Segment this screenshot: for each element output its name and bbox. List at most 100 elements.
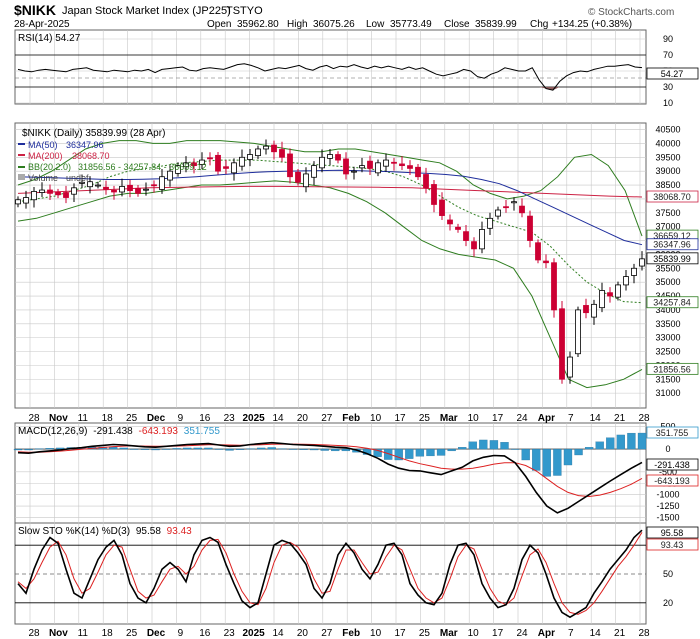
price-candle (463, 231, 469, 241)
x-tick-label: 11 (78, 628, 89, 639)
price-tag: 34257.84 (653, 298, 691, 308)
macd-histogram-bar (193, 447, 202, 450)
x-tick-label: 21 (614, 628, 626, 639)
macd-histogram-bar (309, 448, 319, 451)
macd-histogram-bar (510, 448, 520, 450)
price-candle (439, 199, 445, 216)
price-tag-box (646, 252, 699, 265)
price-candle (231, 162, 237, 174)
macd-hist-tag-box (646, 426, 699, 439)
x-tick-label: 27 (321, 628, 333, 639)
x-tick-label: 24 (516, 628, 528, 639)
x-tick-label: 14 (590, 413, 602, 424)
y-tick-label: 37000 (655, 222, 680, 232)
macd-value-tag-box (646, 458, 699, 471)
macd-histogram-bar (299, 448, 308, 450)
price-candle (631, 267, 637, 276)
price-candle (503, 206, 509, 209)
y-tick-label: 40500 (655, 125, 680, 135)
x-tick-label: 17 (492, 628, 504, 639)
x-tick-label: 25 (126, 413, 138, 424)
x-tick-label: 27 (321, 413, 333, 424)
bb-mid-line (17, 159, 643, 304)
price-candle (303, 173, 309, 188)
macd-panel (14, 422, 647, 524)
x-tick-label: 28 (638, 413, 650, 424)
y-tick-label: 38500 (655, 180, 680, 190)
price-candle (535, 242, 541, 261)
price-candle (399, 163, 405, 167)
volume-swatch (18, 174, 25, 180)
macd-histogram-bar (489, 440, 499, 450)
macd-signal-line (17, 443, 643, 498)
price-candle (527, 215, 533, 241)
close-value: 35839.99 (475, 19, 517, 30)
x-tick-label: 16 (199, 413, 211, 424)
price-layer (15, 139, 645, 389)
x-tick-label: 16 (199, 628, 211, 639)
price-candle (191, 162, 197, 167)
macd-hist-value: 351.755 (184, 426, 221, 437)
open-label: Open (207, 19, 231, 30)
open-value: 35962.80 (237, 19, 279, 30)
y-tick-label: 34000 (655, 305, 680, 315)
x-tick-label: 2025 (242, 413, 265, 424)
macd-histogram-bar (606, 437, 615, 450)
price-candle (119, 186, 125, 193)
macd-histogram-bar (225, 448, 234, 451)
macd-histogram-bar (235, 448, 245, 450)
price-candle (359, 165, 365, 169)
macd-histogram-bar (119, 447, 128, 450)
rsi-layer (15, 54, 646, 91)
macd-histogram-bar (384, 448, 393, 460)
price-candle (599, 290, 605, 309)
ma50-label: MA(50) (28, 140, 58, 150)
macd-histogram-bar (616, 434, 625, 450)
macd-title: MACD(12,26,9) -291.438 -643.193 351.755 (18, 426, 220, 437)
y-tick-label: -500 (659, 467, 677, 477)
y-tick-label: 500 (660, 421, 675, 431)
price-candle (591, 303, 597, 318)
macd-histogram-bar (468, 441, 477, 450)
high-value: 36075.26 (313, 19, 355, 30)
y-tick-label: -1000 (656, 490, 679, 500)
price-candle (71, 187, 77, 195)
ma200-label: MA(200) (28, 151, 63, 161)
price-candle (247, 154, 253, 160)
macd-histogram-bar (415, 448, 425, 457)
macd-histogram-bar (140, 448, 150, 450)
price-candle (607, 292, 613, 297)
x-tick-label: 9 (178, 413, 184, 424)
price-candle (87, 181, 93, 188)
price-candle (199, 159, 205, 165)
y-tick-label: 70 (663, 50, 673, 60)
y-tick-label: -1500 (656, 512, 679, 522)
x-tick-label: 28 (638, 628, 650, 639)
y-tick-label: 33000 (655, 333, 680, 343)
price-candle (111, 189, 117, 193)
macd-histogram-bar (331, 448, 340, 452)
sto-name: Slow STO %K(14) %D(3) (18, 526, 130, 537)
macd-histogram-bar (426, 448, 435, 457)
macd-histogram-bar (584, 447, 594, 450)
price-candle (639, 258, 645, 267)
price-candle (255, 148, 261, 157)
price-candle (423, 174, 429, 189)
x-tick-label: 10 (370, 413, 382, 424)
price-candle (127, 184, 133, 191)
macd-value: -291.438 (93, 426, 133, 437)
y-tick-label: 40000 (655, 138, 680, 148)
price-candle (223, 166, 229, 169)
symbol: $NIKK (14, 2, 56, 18)
watermark: © StockCharts.com (588, 7, 674, 18)
sto-title: Slow STO %K(14) %D(3) 95.58 93.43 (18, 526, 192, 537)
x-tick-label: 14 (272, 628, 284, 639)
price-candle (47, 189, 53, 194)
y-tick-label: 35000 (655, 277, 680, 287)
price-candle (495, 209, 501, 217)
macd-signal-tag: -643.193 (654, 476, 690, 486)
price-candle (487, 217, 493, 229)
price-candle (319, 156, 325, 169)
x-tick-label: 17 (394, 628, 406, 639)
